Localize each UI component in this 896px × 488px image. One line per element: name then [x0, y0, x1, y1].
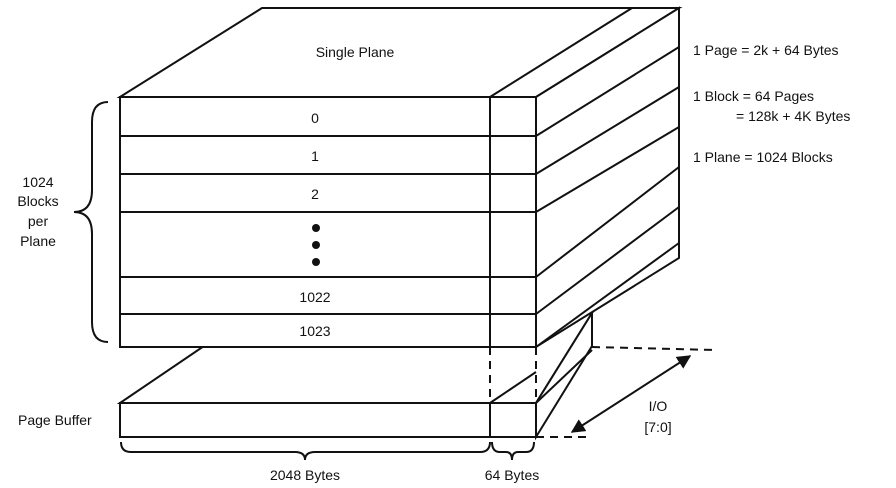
- io-label: I/O: [649, 398, 668, 414]
- page-buffer-front-face: [119, 402, 537, 438]
- plane-spare-top-edge: [489, 7, 633, 98]
- dashed-line: [591, 346, 716, 351]
- ellipsis-dot: [312, 258, 320, 266]
- right-face-line: [535, 242, 680, 348]
- plane-front-face: [119, 96, 537, 348]
- plane-title: Single Plane: [316, 44, 395, 60]
- main-bytes-label: 2048 Bytes: [270, 467, 340, 483]
- page-buffer-top-stripe: [489, 371, 537, 404]
- right-face-line: [535, 166, 680, 278]
- io-arrow: [570, 355, 692, 433]
- ellipsis-dot: [312, 224, 320, 232]
- block-size-note-cont: = 128k + 4K Bytes: [736, 108, 850, 124]
- blocks-label-line: Blocks: [17, 193, 58, 209]
- main-bytes-brace: [120, 441, 491, 461]
- plane-size-note: 1 Plane = 1024 Blocks: [693, 149, 833, 165]
- blocks-label-line: per: [28, 213, 49, 229]
- right-face-line: [535, 46, 680, 137]
- single-plane: Single Plane 0 1 2 1022 1023: [116, 6, 683, 349]
- right-face-line: [535, 126, 680, 213]
- right-face-line: [535, 206, 680, 315]
- ellipsis-dot: [312, 241, 320, 249]
- block-label-2: 2: [311, 186, 319, 202]
- block-label-0: 0: [311, 110, 319, 126]
- blocks-brace: [73, 101, 109, 343]
- page-buffer-label: Page Buffer: [18, 412, 92, 428]
- block-size-note: 1 Block = 64 Pages: [693, 88, 814, 104]
- right-face-line: [535, 86, 680, 175]
- spare-area-connector: [489, 346, 716, 438]
- blocks-per-plane-label: 1024 Blocks per Plane: [17, 174, 58, 249]
- block-label-1: 1: [311, 148, 319, 164]
- page-size-note: 1 Page = 2k + 64 Bytes: [693, 42, 839, 58]
- block-label-1022: 1022: [299, 289, 330, 305]
- spare-bytes-label: 64 Bytes: [485, 467, 539, 483]
- io-bits-label: [7:0]: [644, 419, 671, 435]
- blocks-label-line: Plane: [20, 233, 56, 249]
- block-label-1023: 1023: [299, 323, 330, 339]
- spare-bytes-brace: [491, 441, 535, 461]
- size-notes: 1 Page = 2k + 64 Bytes 1 Block = 64 Page…: [693, 42, 850, 165]
- blocks-label-line: 1024: [22, 174, 53, 190]
